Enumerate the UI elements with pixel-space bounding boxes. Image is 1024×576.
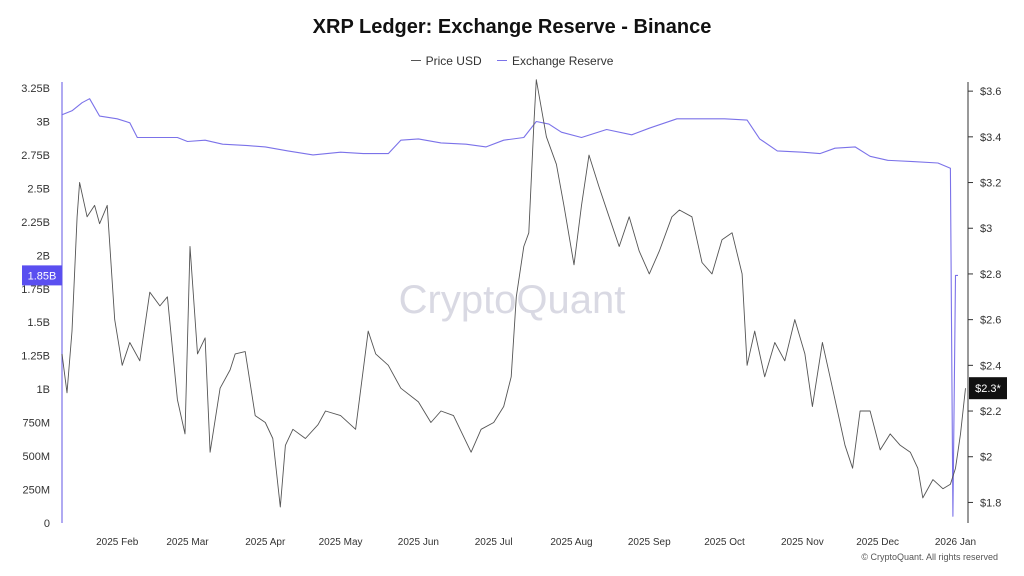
labels-layer: 1.85B $2.3* (22, 265, 1007, 400)
y-right-tick-label: $2 (980, 452, 992, 464)
series-line-exchange-reserve (61, 98, 958, 517)
y-left-tick-label: 1.75B (21, 284, 50, 296)
legend-label-price: Price USD (425, 53, 482, 68)
y-right-tick-label: $2.8 (980, 269, 1001, 281)
y-right-tick-label: $3 (980, 223, 992, 235)
y-left-tick-label: 750M (22, 418, 50, 430)
x-tick-label: 2025 Jun (398, 537, 439, 548)
y-left-tick-label: 3B (37, 116, 50, 128)
x-tick-label: 2025 Sep (628, 537, 671, 548)
watermark: CryptoQuant (398, 278, 626, 322)
y-right-tick-label: $3.6 (980, 86, 1001, 98)
y-left-tick-label: 2.5B (27, 183, 50, 195)
chart-title: XRP Ledger: Exchange Reserve - Binance (312, 16, 712, 38)
y-left-tick-label: 2.25B (21, 217, 50, 229)
y-left-tick-label: 500M (22, 451, 50, 463)
y-right-tick-label: $1.8 (980, 497, 1001, 509)
x-tick-label: 2025 Mar (166, 537, 209, 548)
x-tick-label: 2026 Jan (935, 537, 976, 548)
x-tick-label: 2025 Nov (781, 537, 824, 548)
y-left-tick-label: 1.5B (27, 317, 50, 329)
y-left-tick-label: 2.75B (21, 150, 50, 162)
price-current-badge (969, 377, 1007, 400)
y-left-tick-label: 3.25B (21, 83, 50, 95)
y-left-tick-label: 1.25B (21, 351, 50, 363)
y-left-tick-label: 1B (37, 384, 50, 396)
y-right-tick-label: $2.4 (980, 360, 1001, 372)
legend: Price USD Exchange Reserve (0, 50, 1024, 68)
legend-label-reserve: Exchange Reserve (511, 53, 614, 68)
legend-item-reserve[interactable]: Exchange Reserve (496, 53, 614, 68)
x-tick-label: 2025 Dec (856, 537, 899, 548)
x-tick-label: 2025 Oct (704, 537, 745, 548)
axes: 0 250M 500M 750M 1B 1.25B 1.5B 1.75B 2B 2.25B 2.5B… (21, 82, 1001, 548)
x-tick-label: 2025 Feb (96, 537, 139, 548)
reserve-current-label: 1.85B (28, 270, 57, 282)
x-tick-label: 2025 May (319, 537, 363, 548)
y-right-tick-label: $2.6 (980, 315, 1001, 327)
y-left-tick-label: 250M (22, 485, 50, 497)
y-right-tick-label: $3.4 (980, 132, 1001, 144)
legend-item-price[interactable]: Price USD (410, 53, 482, 68)
legend-swatch-price (410, 60, 421, 61)
copyright-text: © CryptoQuant. All rights reserved (861, 552, 998, 562)
y-right-tick-label: $3.2 (980, 178, 1001, 190)
series-layer (61, 79, 966, 517)
reserve-current-badge (22, 265, 62, 286)
y-left-tick-label: 0 (44, 518, 50, 530)
price-current-label: $2.3* (975, 383, 1001, 395)
legend-swatch-reserve (496, 60, 507, 61)
x-tick-label: 2025 Jul (475, 537, 513, 548)
y-right-tick-label: $2.2 (980, 406, 1001, 418)
x-tick-label: 2025 Aug (550, 537, 592, 548)
y-left-tick-label: 2B (37, 250, 50, 262)
series-line-price (61, 79, 966, 508)
x-tick-label: 2025 Apr (245, 537, 286, 548)
